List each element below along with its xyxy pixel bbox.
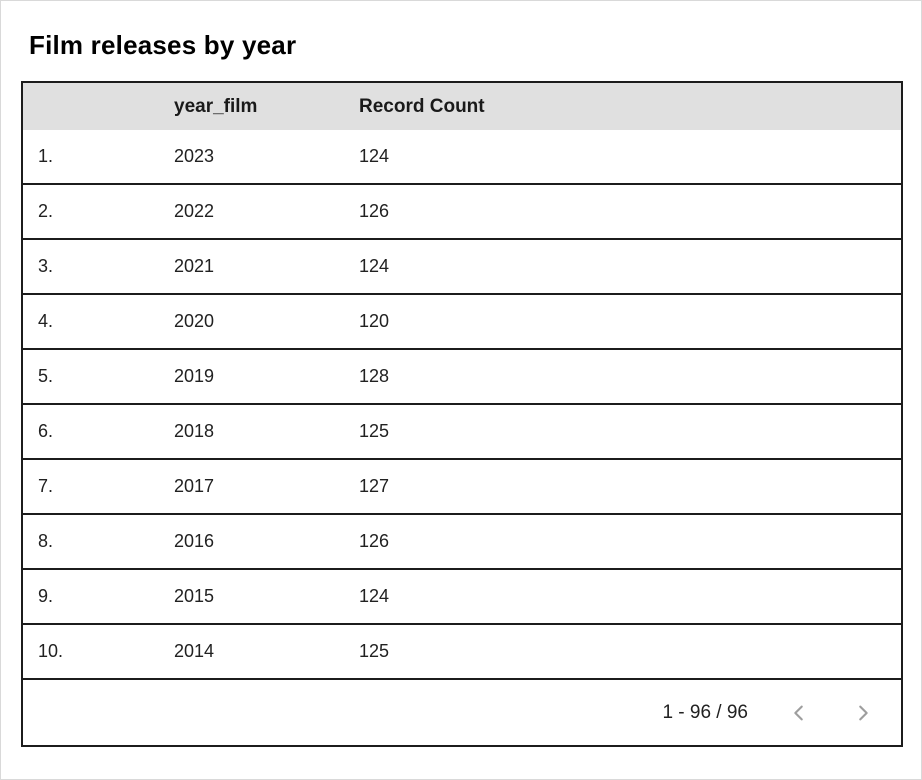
cell-year-film: 2020: [174, 311, 215, 331]
pagination-range: 1 - 96 / 96: [662, 701, 748, 723]
cell-record-count: 128: [359, 366, 390, 386]
cell-record-count: 126: [359, 531, 390, 551]
pagination-prev-button[interactable]: [786, 700, 812, 726]
cell-year-film: 2014: [174, 641, 215, 661]
cell-record-count: 120: [359, 311, 390, 331]
table-row[interactable]: 6. 2018 125: [23, 405, 901, 460]
cell-year-film: 2022: [174, 201, 215, 221]
table-row[interactable]: 7. 2017 127: [23, 460, 901, 515]
table-row[interactable]: 4. 2020 120: [23, 295, 901, 350]
cell-record-count: 124: [359, 256, 390, 276]
row-index: 9.: [38, 586, 54, 606]
column-header-year-film[interactable]: year_film: [174, 95, 258, 117]
row-index: 4.: [38, 311, 54, 331]
cell-record-count: 127: [359, 476, 390, 496]
column-header-record-count[interactable]: Record Count: [359, 95, 485, 117]
table-row[interactable]: 2. 2022 126: [23, 185, 901, 240]
cell-year-film: 2023: [174, 146, 215, 166]
row-index: 10.: [38, 641, 64, 661]
row-index: 7.: [38, 476, 54, 496]
table-row[interactable]: 3. 2021 124: [23, 240, 901, 295]
row-index: 2.: [38, 201, 54, 221]
cell-record-count: 124: [359, 146, 390, 166]
cell-record-count: 125: [359, 421, 390, 441]
cell-year-film: 2017: [174, 476, 215, 496]
table-row[interactable]: 1. 2023 124: [23, 130, 901, 185]
chevron-right-icon: [852, 702, 874, 724]
cell-year-film: 2015: [174, 586, 215, 606]
pagination-next-button[interactable]: [850, 700, 876, 726]
cell-year-film: 2019: [174, 366, 215, 386]
row-index: 8.: [38, 531, 54, 551]
chevron-left-icon: [788, 702, 810, 724]
table-row[interactable]: 9. 2015 124: [23, 570, 901, 625]
cell-year-film: 2016: [174, 531, 215, 551]
row-index: 1.: [38, 146, 54, 166]
table-footer: 1 - 96 / 96: [23, 680, 901, 745]
row-index: 3.: [38, 256, 54, 276]
table-row[interactable]: 8. 2016 126: [23, 515, 901, 570]
film-releases-table: year_film Record Count 1. 2023 124 2. 2022 12…: [21, 81, 903, 747]
table-row[interactable]: 5. 2019 128: [23, 350, 901, 405]
cell-record-count: 124: [359, 586, 390, 606]
cell-record-count: 125: [359, 641, 390, 661]
table-header-row: year_film Record Count: [23, 83, 901, 130]
chart-title: Film releases by year: [29, 30, 297, 60]
cell-year-film: 2021: [174, 256, 215, 276]
row-index: 5.: [38, 366, 54, 386]
table-row[interactable]: 10. 2014 125: [23, 625, 901, 680]
table-body: 1. 2023 124 2. 2022 126 3. 2021 124 4. 2020 120 5. 20…: [23, 130, 901, 680]
row-index: 6.: [38, 421, 54, 441]
cell-record-count: 126: [359, 201, 390, 221]
cell-year-film: 2018: [174, 421, 215, 441]
